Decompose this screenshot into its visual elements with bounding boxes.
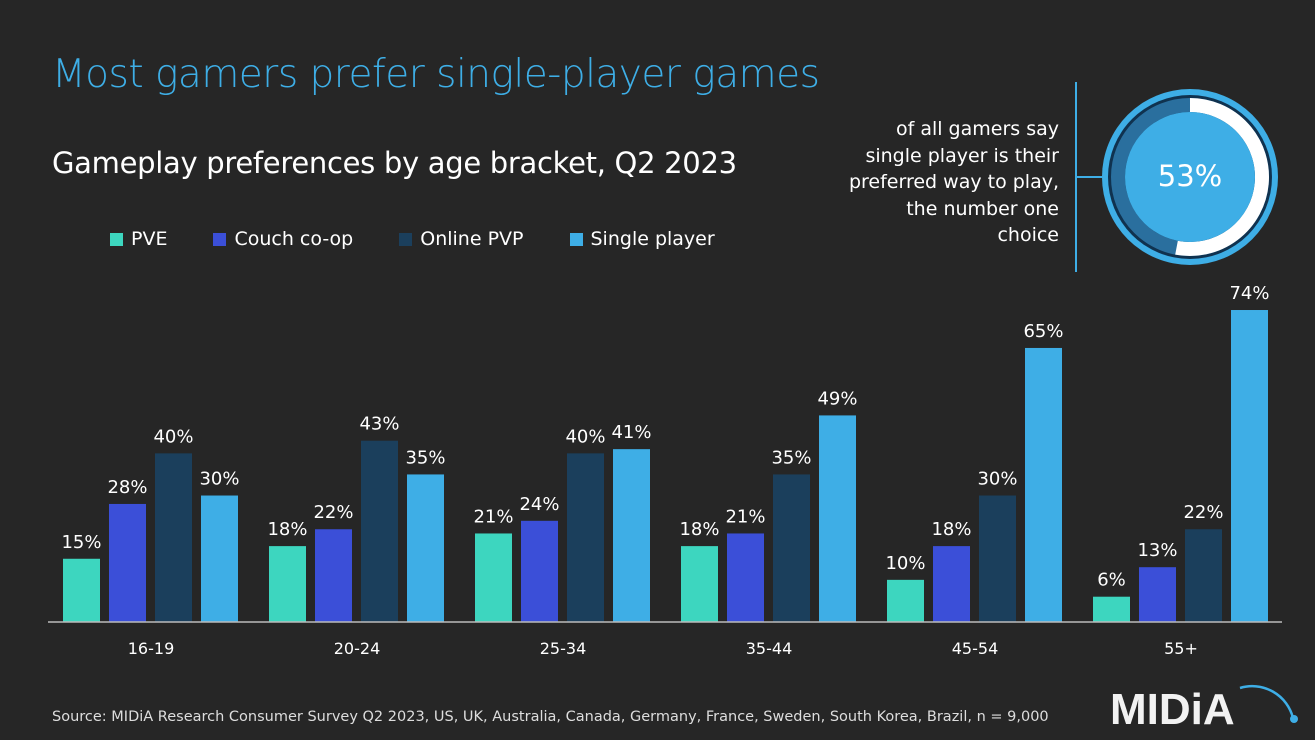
donut-center <box>1125 112 1255 242</box>
bar-pve-16-19 <box>63 558 100 622</box>
bar-single-player-55+ <box>1231 310 1268 622</box>
legend-swatch <box>569 232 583 246</box>
callout-line: preferred way to play, <box>848 171 1059 193</box>
bar-single-player-35-44 <box>819 415 856 622</box>
data-label: 40% <box>565 426 605 447</box>
donut-value-arc <box>1175 98 1269 256</box>
bar-couch-co-op-20-24 <box>315 529 352 622</box>
bar-couch-co-op-35-44 <box>727 533 764 622</box>
data-label: 41% <box>611 422 651 443</box>
bar-online-pvp-16-19 <box>155 453 192 622</box>
bar-online-pvp-25-34 <box>567 453 604 622</box>
data-label: 74% <box>1229 283 1269 304</box>
data-label: 40% <box>153 426 193 447</box>
x-axis-labels: 16-19 20-24 25-34 35-44 45-54 55+ <box>128 639 1198 658</box>
bar-pve-35-44 <box>681 546 718 622</box>
data-label: 28% <box>107 477 147 498</box>
donut-gauge: 53% <box>1102 89 1278 265</box>
bar-online-pvp-45-54 <box>979 495 1016 622</box>
legend-label: Couch co-op <box>234 228 354 250</box>
midia-logo <box>1239 684 1298 723</box>
data-label: 24% <box>519 494 559 515</box>
data-label: 21% <box>725 506 765 527</box>
bar-single-player-25-34 <box>613 449 650 622</box>
bar-couch-co-op-16-19 <box>109 503 146 622</box>
bar-online-pvp-35-44 <box>773 474 810 622</box>
x-tick-label: 55+ <box>1164 639 1198 658</box>
legend-item-single-player: Single player <box>569 228 715 250</box>
callout-line: of all gamers say <box>895 118 1059 140</box>
data-label: 65% <box>1023 321 1063 342</box>
logo-text: MIDiA <box>1110 685 1235 734</box>
data-label: 18% <box>931 519 971 540</box>
data-label: 30% <box>977 469 1017 490</box>
bar-pve-20-24 <box>269 546 306 622</box>
x-tick-label: 35-44 <box>746 639 793 658</box>
callout-line: the number one <box>906 197 1059 220</box>
x-tick-label: 45-54 <box>952 639 999 658</box>
bar-couch-co-op-25-34 <box>521 520 558 622</box>
logo-arc <box>1239 684 1295 719</box>
data-label: 22% <box>313 502 353 523</box>
bar-online-pvp-55+ <box>1185 529 1222 622</box>
x-tick-label: 25-34 <box>540 639 587 658</box>
bar-pve-45-54 <box>887 579 924 622</box>
donut-value-label: 53% <box>1158 159 1222 193</box>
legend-swatch <box>110 232 123 246</box>
bar-single-player-20-24 <box>407 474 444 622</box>
legend-item-online-pvp: Online PVP <box>399 228 524 250</box>
data-label: 10% <box>885 553 925 574</box>
data-label: 43% <box>359 414 399 435</box>
legend-label: PVE <box>131 228 168 250</box>
legend: PVE Couch co-op Online PVP Single player <box>110 228 761 250</box>
bar-pve-55+ <box>1093 596 1130 622</box>
data-label: 30% <box>199 469 239 490</box>
bar-chart: 15% 28% 40% 30% 18% 22% 43% 35% 21% 24% 40% 41% 18% 2… <box>61 283 1270 622</box>
legend-label: Single player <box>590 228 715 250</box>
x-tick-label: 16-19 <box>128 639 175 658</box>
data-label: 6% <box>1097 570 1126 591</box>
data-label: 15% <box>61 532 101 553</box>
legend-item-couch-coop: Couch co-op <box>213 228 353 250</box>
bar-single-player-45-54 <box>1025 347 1062 622</box>
legend-item-pve: PVE <box>110 228 167 250</box>
chart-subtitle: Gameplay preferences by age bracket, Q2 … <box>52 146 737 180</box>
callout-line: single player is their <box>865 144 1059 167</box>
legend-swatch <box>399 232 413 246</box>
source-note: Source: MIDiA Research Consumer Survey Q… <box>52 709 1049 725</box>
data-label: 49% <box>817 388 857 409</box>
data-label: 22% <box>1183 502 1223 523</box>
bar-couch-co-op-45-54 <box>933 546 970 622</box>
page-title: Most gamers prefer single-player games <box>52 52 820 97</box>
legend-swatch <box>213 232 227 246</box>
data-label: 18% <box>679 519 719 540</box>
x-tick-label: 20-24 <box>334 639 381 658</box>
bar-single-player-16-19 <box>201 495 238 622</box>
callout-line: choice <box>997 224 1059 246</box>
data-label: 35% <box>405 447 445 468</box>
bar-pve-25-34 <box>475 533 512 622</box>
legend-label: Online PVP <box>420 228 524 250</box>
data-label: 18% <box>267 519 307 540</box>
callout-text: of all gamers say single player is their… <box>819 116 1059 249</box>
bar-couch-co-op-55+ <box>1139 567 1176 622</box>
data-label: 13% <box>1137 540 1177 561</box>
data-label: 21% <box>473 506 513 527</box>
data-label: 35% <box>771 447 811 468</box>
logo-dot <box>1290 715 1298 723</box>
bar-online-pvp-20-24 <box>361 440 398 622</box>
